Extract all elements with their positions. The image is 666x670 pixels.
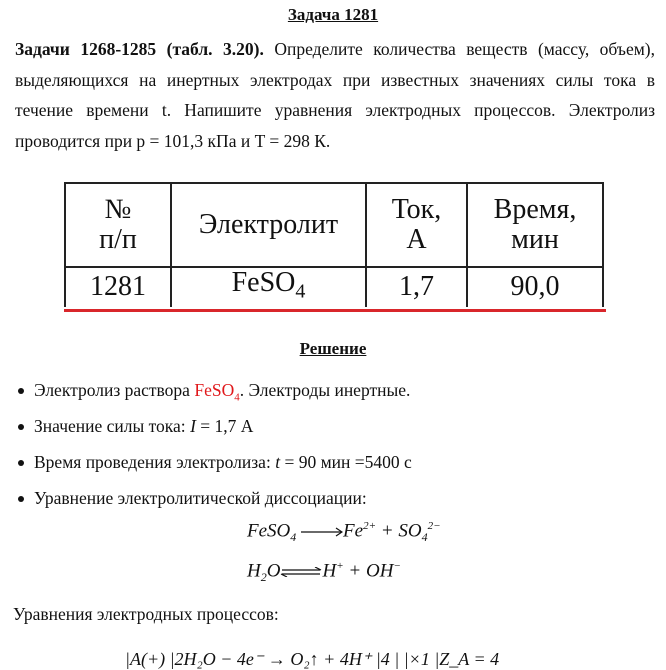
red-underline [64, 309, 606, 312]
data-table: № п/п Электролит Ток, А Время, мин 1281 FeS… [64, 182, 604, 307]
right-arrow-icon [301, 527, 344, 537]
electrode-processes-heading: Уравнения электродных процессов: [13, 604, 279, 624]
bullet-current: Значение силы тока: I = 1,7 А [14, 416, 412, 452]
cell-current: 1,7 [365, 266, 468, 307]
equilibrium-arrow-icon [281, 566, 322, 577]
problem-title: Задача 1281 [287, 5, 379, 24]
cell-number: 1281 [64, 266, 172, 307]
equation-dissociation-feso4: FeSO4 Fe2+ + SO42− [247, 520, 441, 545]
problem-statement: Задачи 1268-1285 (табл. 3.20). Определит… [15, 34, 655, 156]
table-row: 1281 FeSO4 1,7 90,0 [64, 266, 604, 307]
anode-equation: |A(+) |2H₂O − 4e⁻ → O₂↑ + 4H⁺ |4 | |×1 |… [125, 649, 500, 669]
solution-list: Электролиз раствора FeSO4. Электроды ине… [14, 380, 412, 524]
problem-text: Определите количества веществ (массу, об… [15, 39, 655, 151]
equation-dissociation-water: H2O H+ + OH− [247, 560, 401, 585]
header-number: № п/п [64, 182, 172, 268]
solution-title: Решение [299, 339, 367, 358]
bullet-dissociation: Уравнение электролитической диссоциации: [14, 488, 412, 524]
header-electrolyte: Электролит [170, 182, 367, 268]
problem-lead: Задачи 1268-1285 (табл. 3.20). [15, 39, 264, 59]
cell-electrolyte: FeSO4 [170, 266, 367, 307]
header-time: Время, мин [466, 182, 604, 268]
header-current: Ток, А [365, 182, 468, 268]
bullet-time: Время проведения электролиза: t = 90 мин… [14, 452, 412, 488]
table-header-row: № п/п Электролит Ток, А Время, мин [64, 182, 604, 268]
bullet-electrolysis: Электролиз раствора FeSO4. Электроды ине… [14, 380, 412, 416]
cell-time: 90,0 [466, 266, 604, 307]
